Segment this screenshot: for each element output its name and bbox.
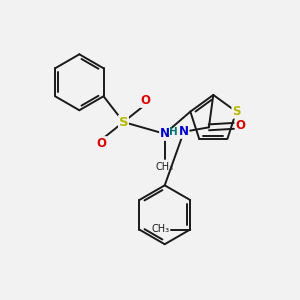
Text: S: S bbox=[119, 116, 128, 128]
Text: S: S bbox=[232, 105, 241, 118]
Text: CH₃: CH₃ bbox=[156, 162, 174, 172]
Text: O: O bbox=[236, 119, 245, 132]
Text: O: O bbox=[96, 137, 106, 150]
Text: N: N bbox=[160, 127, 170, 140]
Text: CH₃: CH₃ bbox=[152, 224, 169, 235]
Text: N: N bbox=[179, 125, 189, 138]
Text: O: O bbox=[141, 94, 151, 107]
Text: H: H bbox=[169, 127, 177, 137]
